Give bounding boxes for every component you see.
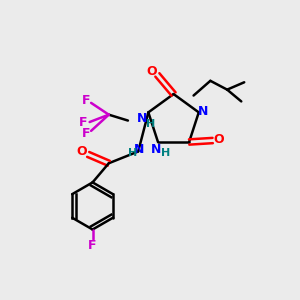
- Text: N: N: [151, 143, 162, 156]
- Text: N: N: [198, 105, 209, 118]
- Text: F: F: [79, 116, 87, 128]
- Text: O: O: [214, 133, 224, 146]
- Text: H: H: [128, 148, 137, 158]
- Text: H: H: [146, 118, 155, 129]
- Text: N: N: [134, 142, 145, 156]
- Text: F: F: [82, 94, 90, 107]
- Text: O: O: [76, 145, 87, 158]
- Text: F: F: [82, 127, 90, 140]
- Text: F: F: [88, 239, 97, 252]
- Text: N: N: [137, 112, 147, 125]
- Text: H: H: [161, 148, 170, 158]
- Text: O: O: [147, 65, 158, 78]
